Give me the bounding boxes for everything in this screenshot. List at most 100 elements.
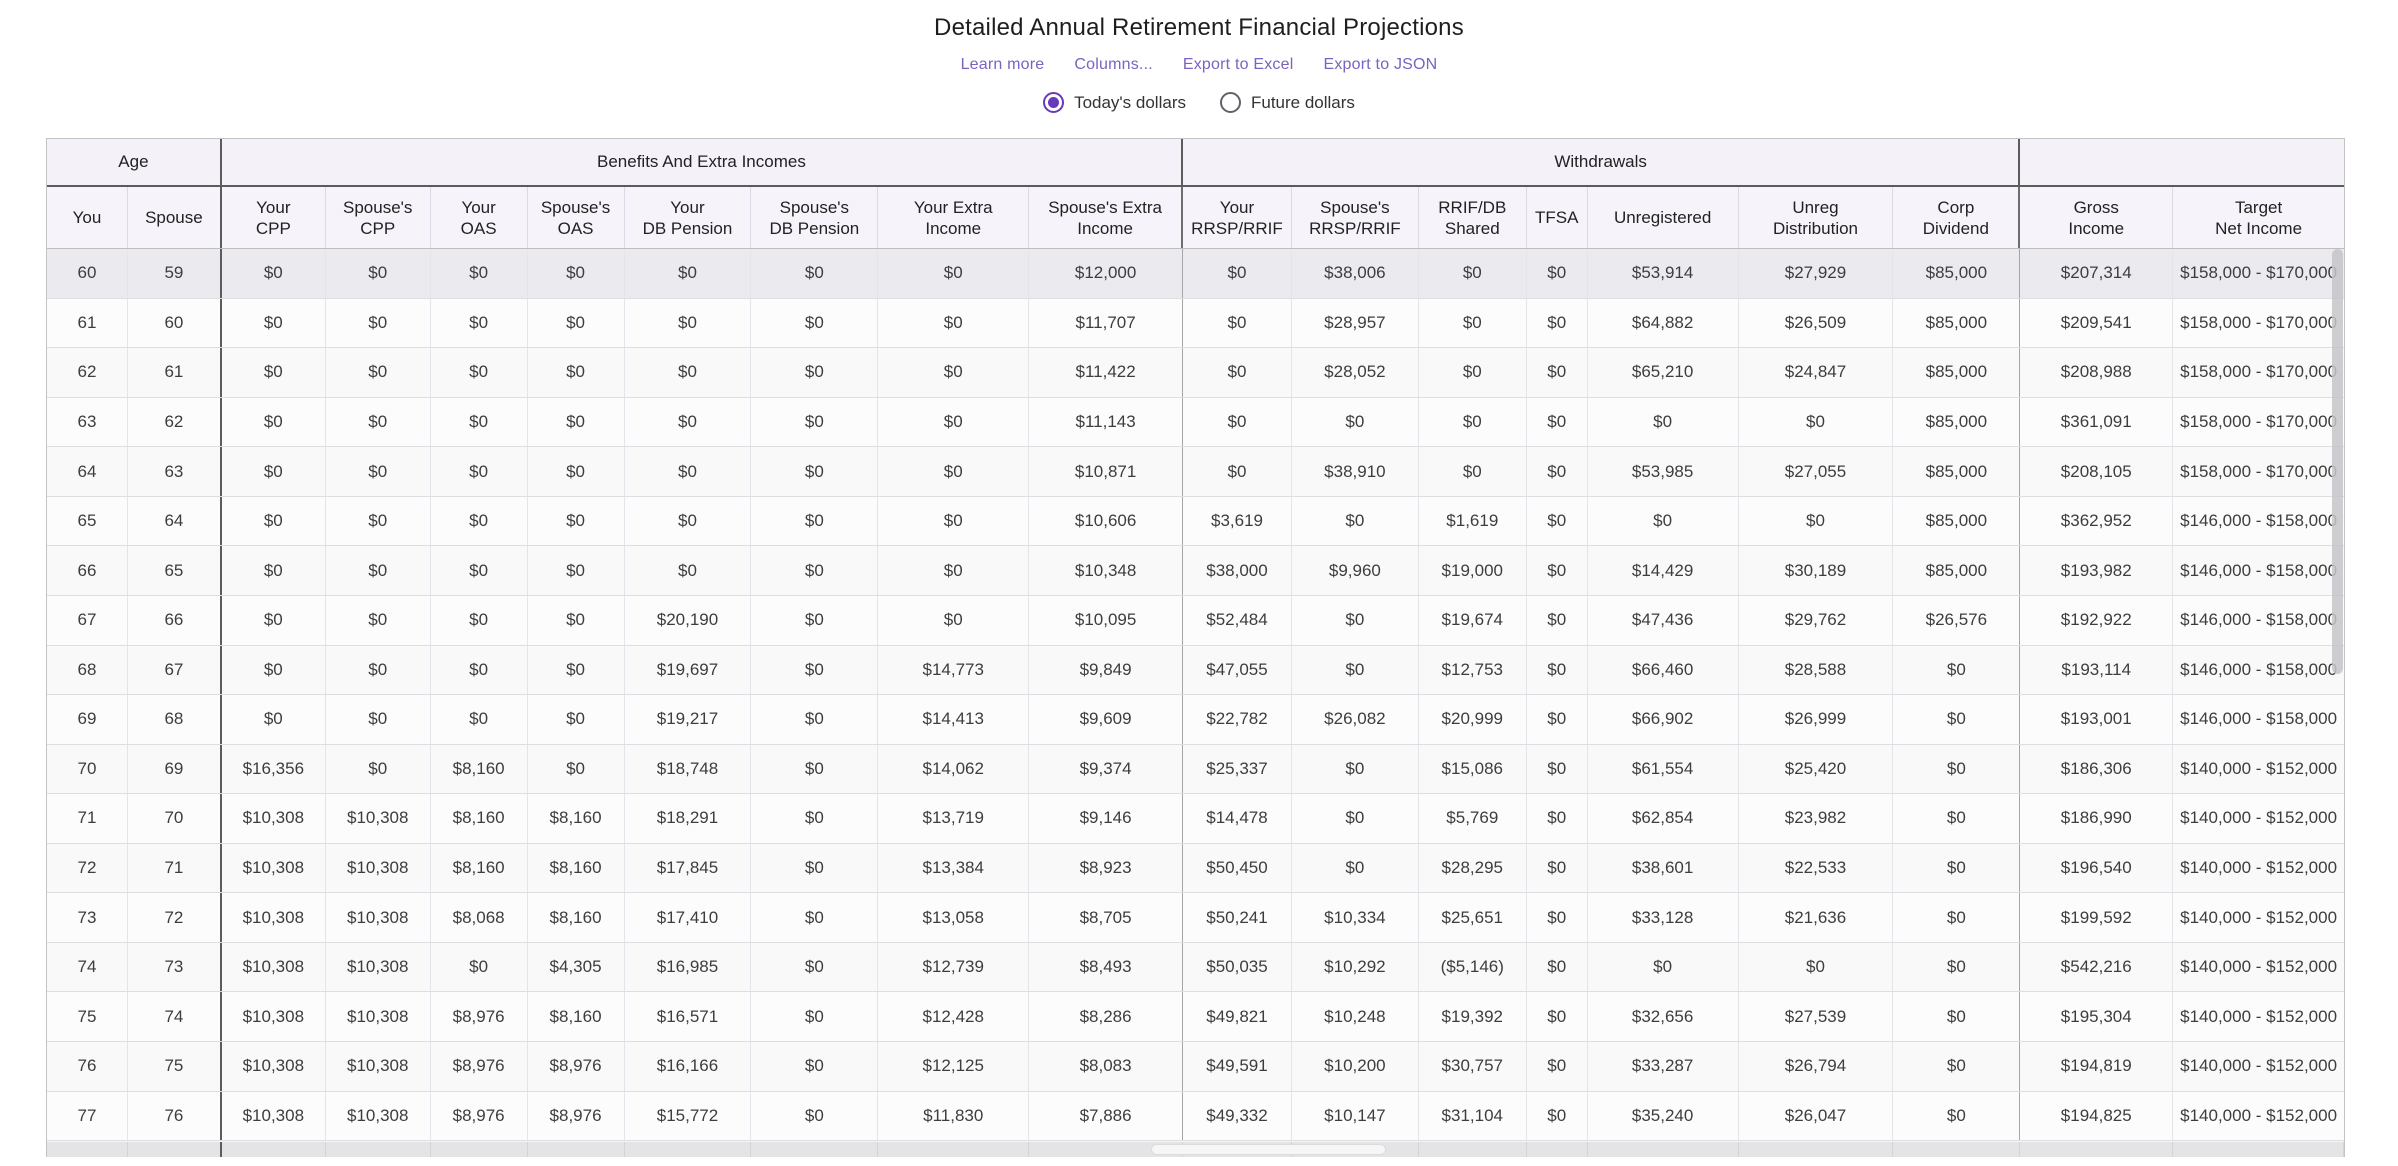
cell-corp-dividend: $85,000: [1893, 496, 2021, 546]
cell-spouses-cpp: $0: [326, 496, 431, 546]
cell-you: 61: [47, 298, 128, 348]
cell-spouses-oas: $8,160: [528, 992, 625, 1041]
column-header-unregistered[interactable]: Unregistered: [1588, 187, 1739, 248]
column-header-target-net-income[interactable]: Target Net Income: [2215, 197, 2303, 238]
column-header-your-extra-income[interactable]: Your Extra Income: [878, 187, 1030, 248]
radio-todays-dollars-label[interactable]: Today's dollars: [1074, 92, 1186, 112]
table-row: 72 71 $10,308 $10,308 $8,160 $8,160 $17,845 $0 $…: [47, 843, 2344, 894]
radio-unselected-icon[interactable]: [1219, 92, 1241, 113]
cell-your-db-pension: $19,217: [625, 695, 752, 744]
cell-tfsa: $0: [1527, 1091, 1588, 1141]
radio-future-dollars-label[interactable]: Future dollars: [1250, 92, 1355, 112]
cell-corp-dividend: $0: [1893, 1042, 2021, 1091]
column-header-spouses-cpp[interactable]: Spouse's CPP: [326, 187, 431, 248]
cell-your-db-pension: $19,697: [625, 645, 752, 695]
cell-your-db-pension: $0: [625, 447, 752, 496]
cell-your-oas: $0: [431, 397, 528, 447]
cell-your-oas: $8,160: [431, 843, 528, 893]
columns-link[interactable]: Columns...: [1074, 56, 1153, 73]
cell-tfsa: $0: [1527, 893, 1588, 942]
cell-your-rrsp-rrif: $22,782: [1183, 695, 1292, 744]
cell-your-extra-income: $12,739: [878, 942, 1030, 992]
column-header-spouses-rrsp-rrif[interactable]: Spouse's RRSP/RRIF: [1292, 187, 1419, 248]
cell-your-extra-income: $12,428: [878, 992, 1030, 1041]
radio-todays-dollars[interactable]: Today's dollars: [1043, 92, 1186, 113]
cell-your-db-pension: $0: [625, 397, 752, 447]
radio-future-dollars[interactable]: Future dollars: [1219, 92, 1355, 113]
cell-spouses-db-pension: $0: [751, 893, 879, 942]
table-body: 60 59 $0 $0 $0 $0 $0 $0 $0 $12,000 $0 $38,006 $0 $0 $5…: [47, 249, 2344, 1142]
table-row: 69 68 $0 $0 $0 $0 $19,217 $0 $14,413 $9,609 $22,78…: [47, 695, 2344, 745]
cell-you: 64: [47, 447, 128, 496]
cell-unregistered: $33,128: [1588, 893, 1739, 942]
cell-your-cpp: $0: [222, 348, 326, 397]
cell-your-extra-income: $13,384: [878, 843, 1030, 893]
cell-you: 60: [47, 249, 128, 298]
column-header-unreg-distribution[interactable]: Unreg Distribution: [1739, 187, 1894, 248]
column-header-spouse[interactable]: Spouse: [128, 187, 222, 248]
column-header-spouses-oas[interactable]: Spouse's OAS: [528, 187, 625, 248]
cell-corp-dividend: $0: [1893, 992, 2021, 1041]
cell-your-db-pension: $0: [625, 496, 752, 546]
cell-you: 69: [47, 695, 128, 744]
cell-spouses-oas: $0: [528, 645, 625, 695]
cell-spouse: 75: [128, 1042, 222, 1091]
cell-your-extra-income: $0: [878, 595, 1030, 645]
column-header-spouses-db-pension[interactable]: Spouse's DB Pension: [751, 187, 879, 248]
cell-target-net-income: $146,000 - $158,000: [2180, 610, 2338, 630]
cell-target-net-income: $140,000 - $152,000: [2180, 758, 2338, 778]
cell-unregistered: $0: [1588, 397, 1739, 447]
column-header-your-oas[interactable]: Your OAS: [431, 187, 528, 248]
learn-more-link[interactable]: Learn more: [960, 56, 1045, 73]
cell-corp-dividend: $26,576: [1893, 595, 2021, 645]
cell-spouses-extra-income: $8,083: [1029, 1042, 1184, 1091]
cell-corp-dividend: $85,000: [1893, 249, 2021, 298]
clipped-row-cell: [221, 1142, 326, 1157]
column-header-rrif-db-shared[interactable]: RRIF/DB Shared: [1419, 187, 1527, 248]
cell-spouses-extra-income: $9,146: [1029, 794, 1184, 843]
cell-your-rrsp-rrif: $47,055: [1183, 645, 1292, 695]
cell-your-oas: $0: [431, 348, 528, 397]
export-excel-link[interactable]: Export to Excel: [1182, 56, 1294, 73]
column-header-your-cpp[interactable]: Your CPP: [222, 187, 326, 248]
cell-your-cpp: $10,308: [222, 1091, 326, 1141]
radio-selected-icon[interactable]: [1043, 92, 1065, 113]
cell-spouses-rrsp-rrif: $0: [1292, 645, 1419, 695]
cell-target-net-income: $140,000 - $152,000: [2180, 808, 2338, 828]
cell-spouses-cpp: $0: [326, 595, 431, 645]
projections-table: Age Benefits And Extra Incomes Withdrawals…: [46, 138, 2345, 1157]
cell-your-rrsp-rrif: $25,337: [1183, 744, 1292, 794]
column-header-your-rrsp-rrif[interactable]: Your RRSP/RRIF: [1183, 187, 1292, 248]
export-json-link[interactable]: Export to JSON: [1323, 56, 1438, 73]
column-header-corp-dividend[interactable]: Corp Dividend: [1893, 187, 2021, 248]
cell-your-rrsp-rrif: $3,619: [1183, 496, 1292, 546]
cell-spouses-rrsp-rrif: $0: [1292, 496, 1419, 546]
cell-spouses-rrsp-rrif: $10,334: [1292, 893, 1419, 942]
cell-spouses-db-pension: $0: [751, 496, 879, 546]
column-group-benefits-and-extra-incomes: Benefits And Extra Incomes: [222, 139, 1183, 185]
horizontal-scrollbar-thumb[interactable]: [1151, 1144, 1386, 1155]
vertical-scrollbar-thumb[interactable]: [2332, 249, 2343, 674]
cell-you: 71: [47, 794, 128, 843]
cell-your-oas: $0: [431, 546, 528, 595]
column-header-gross-income[interactable]: Gross Income: [2020, 187, 2174, 248]
column-header-you[interactable]: You: [47, 187, 128, 248]
cell-unregistered: $33,287: [1588, 1042, 1739, 1091]
cell-spouses-rrsp-rrif: $28,052: [1292, 348, 1419, 397]
cell-spouses-rrsp-rrif: $0: [1292, 744, 1419, 794]
cell-spouse: 61: [128, 348, 222, 397]
cell-spouses-oas: $8,160: [528, 843, 625, 893]
cell-spouses-db-pension: $0: [751, 992, 879, 1041]
cell-spouse: 68: [128, 695, 222, 744]
table-row: 60 59 $0 $0 $0 $0 $0 $0 $0 $12,000 $0 $38,006 $0 $0 $5…: [47, 249, 2344, 299]
cell-your-oas: $0: [431, 249, 528, 298]
cell-corp-dividend: $0: [1893, 794, 2021, 843]
cell-spouses-db-pension: $0: [751, 397, 879, 447]
column-header-spouses-extra-income[interactable]: Spouse's Extra Income: [1029, 187, 1184, 248]
column-header-tfsa[interactable]: TFSA: [1527, 187, 1588, 248]
cell-your-oas: $0: [431, 447, 528, 496]
cell-spouses-db-pension: $0: [751, 447, 879, 496]
column-header-your-db-pension[interactable]: Your DB Pension: [625, 187, 752, 248]
cell-spouses-cpp: $0: [326, 298, 431, 348]
cell-spouses-extra-income: $11,707: [1029, 298, 1184, 348]
